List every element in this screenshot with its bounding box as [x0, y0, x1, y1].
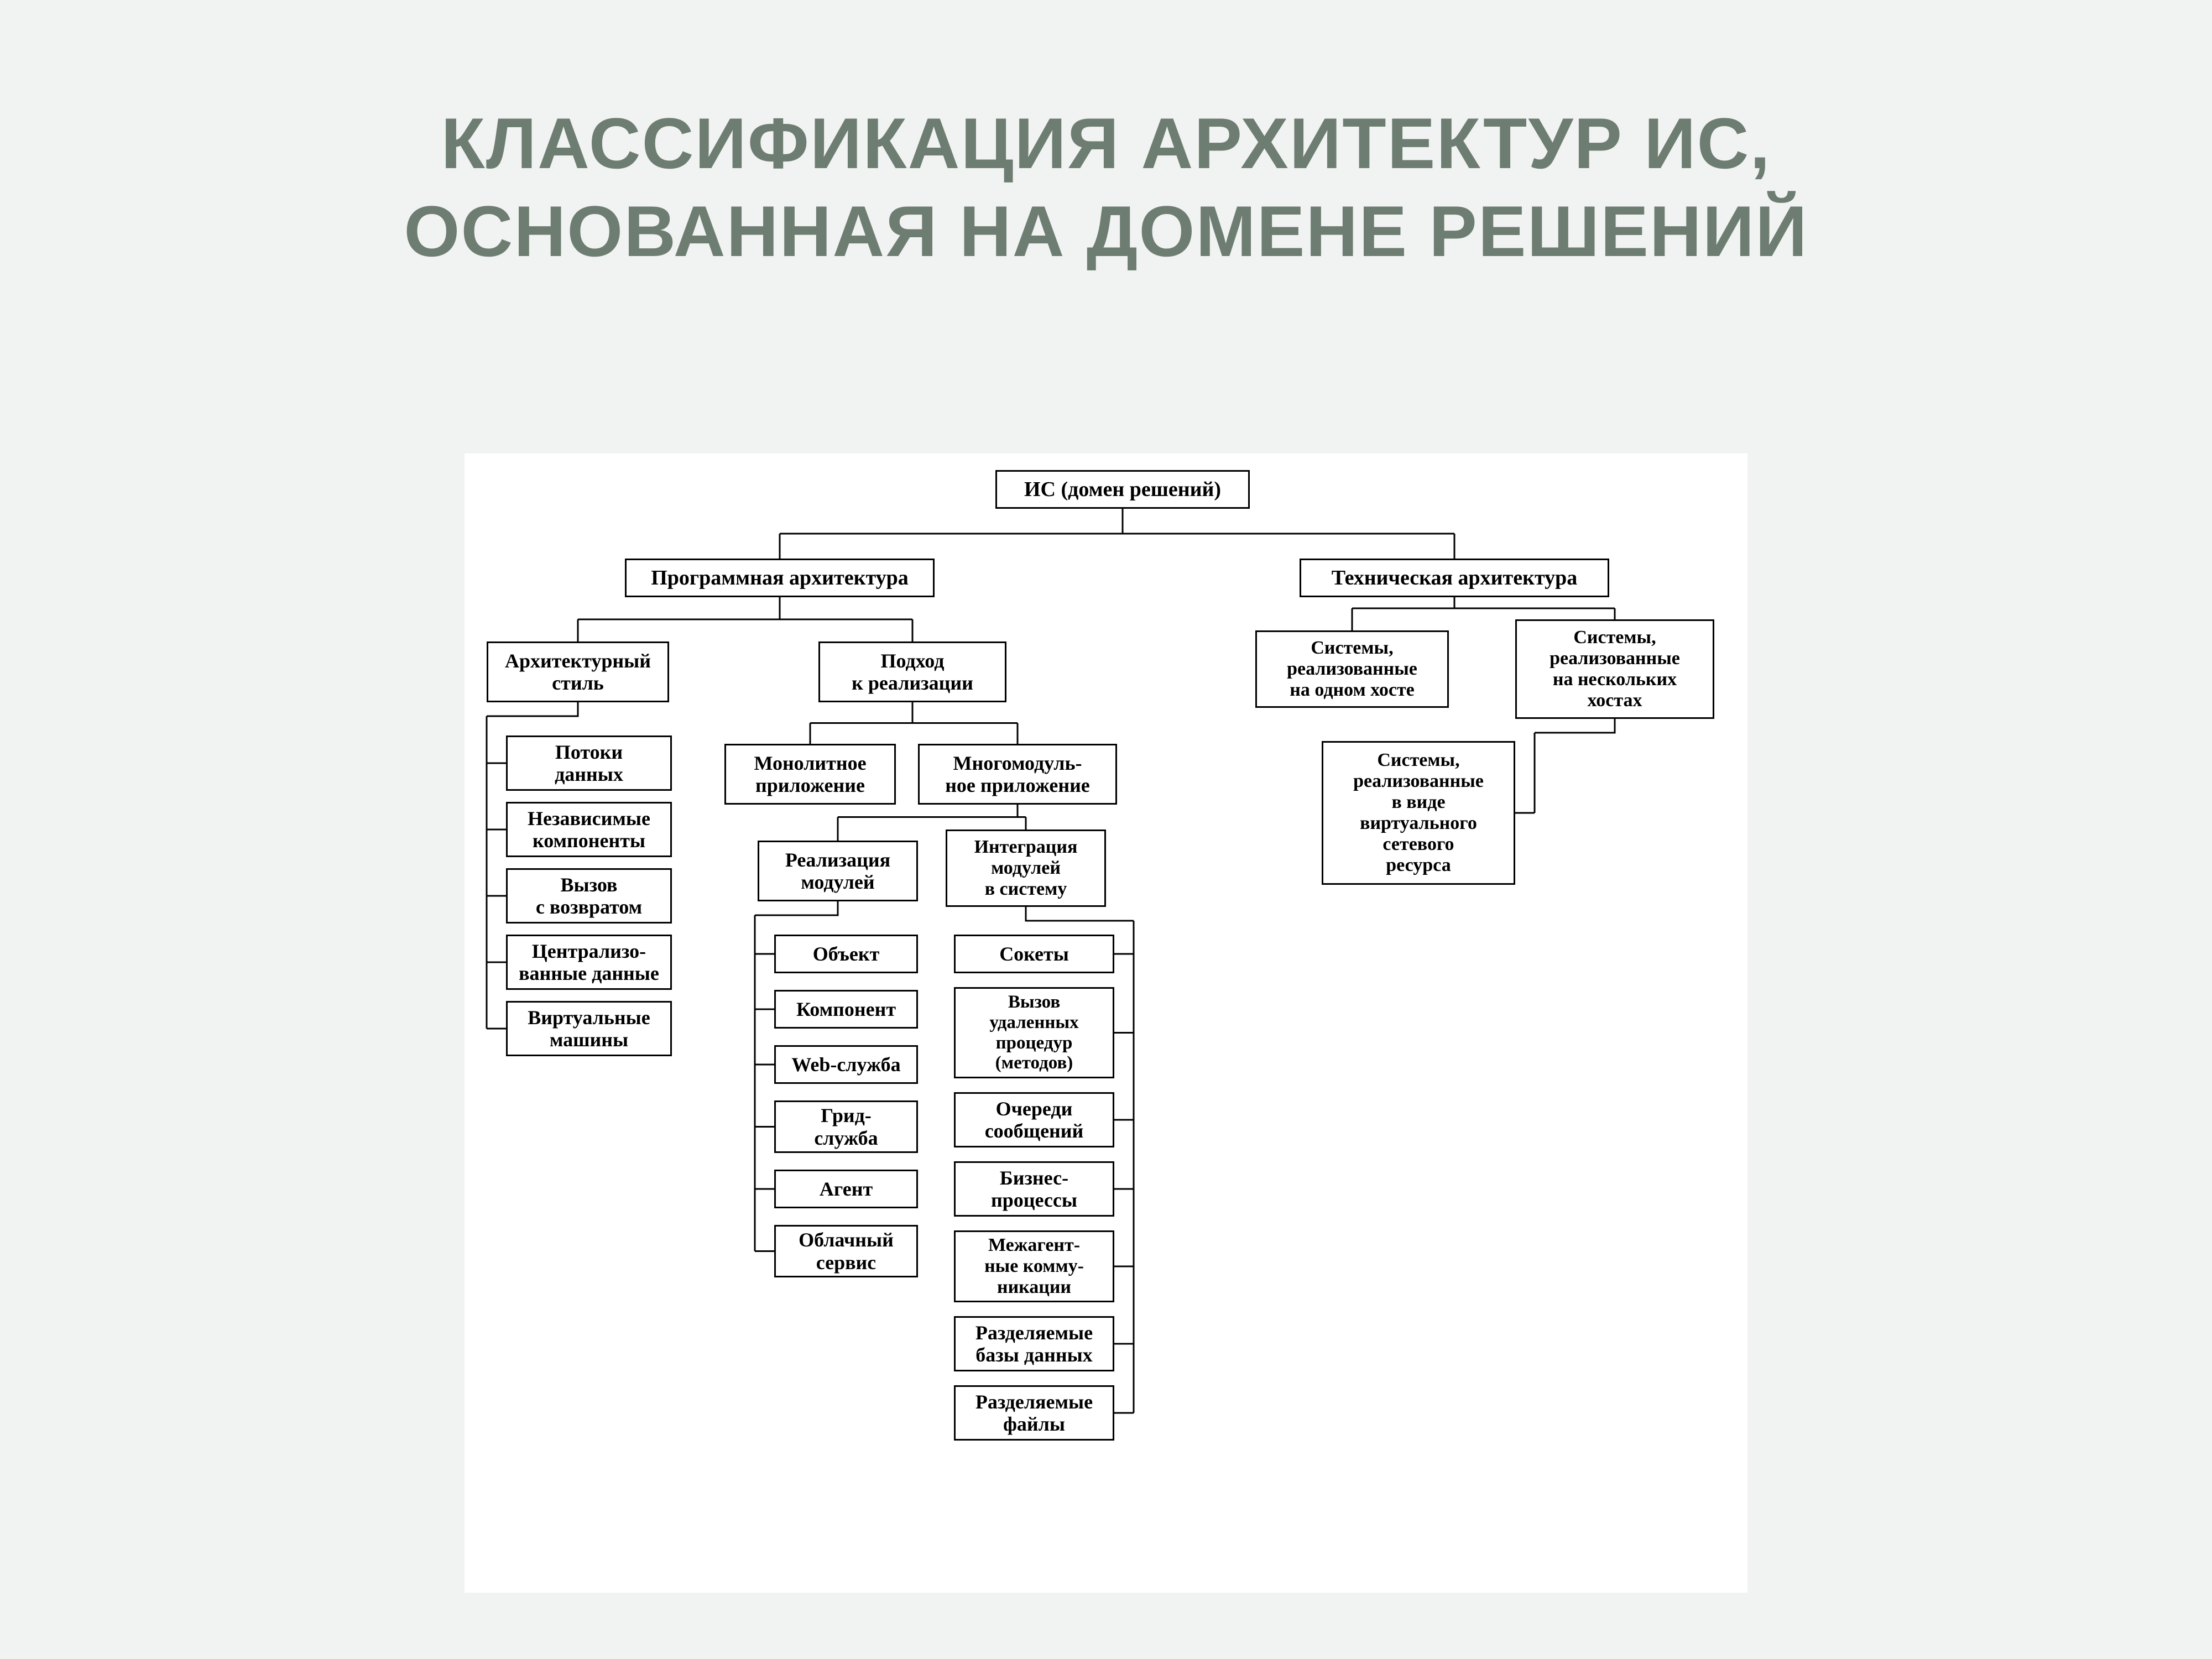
- slide: КЛАССИФИКАЦИЯ АРХИТЕКТУР ИС, ОСНОВАННАЯ …: [0, 0, 2212, 1659]
- tree-node-s3: Вызовс возвратом: [506, 868, 672, 924]
- tree-node-i4: Бизнес-процессы: [954, 1161, 1114, 1217]
- tree-node-s5: Виртуальныемашины: [506, 1001, 672, 1056]
- tree-node-r3: Web-служба: [774, 1045, 918, 1084]
- tree-node-r6: Облачныйсервис: [774, 1225, 918, 1277]
- tree-node-r4: Грид-служба: [774, 1100, 918, 1153]
- classification-tree-diagram: ИС (домен решений) Программная архитектур…: [465, 453, 1747, 1593]
- tree-node-onehost: Системы,реализованныена одном хосте: [1255, 630, 1449, 708]
- tree-node-modul: Многомодуль-ное приложение: [918, 744, 1117, 805]
- tree-node-appr: Подходк реализации: [818, 641, 1006, 702]
- tree-node-i7: Разделяемыефайлы: [954, 1385, 1114, 1441]
- tree-node-tech: Техническая архитектура: [1300, 559, 1609, 597]
- slide-title: КЛАССИФИКАЦИЯ АРХИТЕКТУР ИС, ОСНОВАННАЯ …: [0, 100, 2212, 275]
- tree-node-integ: Интеграциямодулейв систему: [946, 830, 1106, 907]
- tree-node-r2: Компонент: [774, 990, 918, 1029]
- tree-node-style: Архитектурныйстиль: [487, 641, 669, 702]
- tree-node-s1: Потокиданных: [506, 735, 672, 791]
- tree-node-i1: Сокеты: [954, 935, 1114, 973]
- tree-node-s2: Независимыекомпоненты: [506, 802, 672, 857]
- tree-node-multi: Системы,реализованныена несколькиххостах: [1515, 619, 1714, 719]
- tree-node-root: ИС (домен решений): [995, 470, 1250, 509]
- tree-node-s4: Централизо-ванные данные: [506, 935, 672, 990]
- tree-node-mono: Монолитноеприложение: [724, 744, 896, 805]
- tree-node-i6: Разделяемыебазы данных: [954, 1316, 1114, 1371]
- tree-node-real: Реализациямодулей: [758, 841, 918, 901]
- tree-node-r1: Объект: [774, 935, 918, 973]
- tree-node-i2: Вызовудаленныхпроцедур(методов): [954, 987, 1114, 1078]
- tree-node-i3: Очередисообщений: [954, 1092, 1114, 1147]
- tree-node-r5: Агент: [774, 1170, 918, 1208]
- tree-node-i5: Межагент-ные комму-никации: [954, 1230, 1114, 1302]
- tree-node-prog: Программная архитектура: [625, 559, 935, 597]
- tree-node-virtnet: Системы,реализованныев видевиртуальногос…: [1322, 741, 1515, 885]
